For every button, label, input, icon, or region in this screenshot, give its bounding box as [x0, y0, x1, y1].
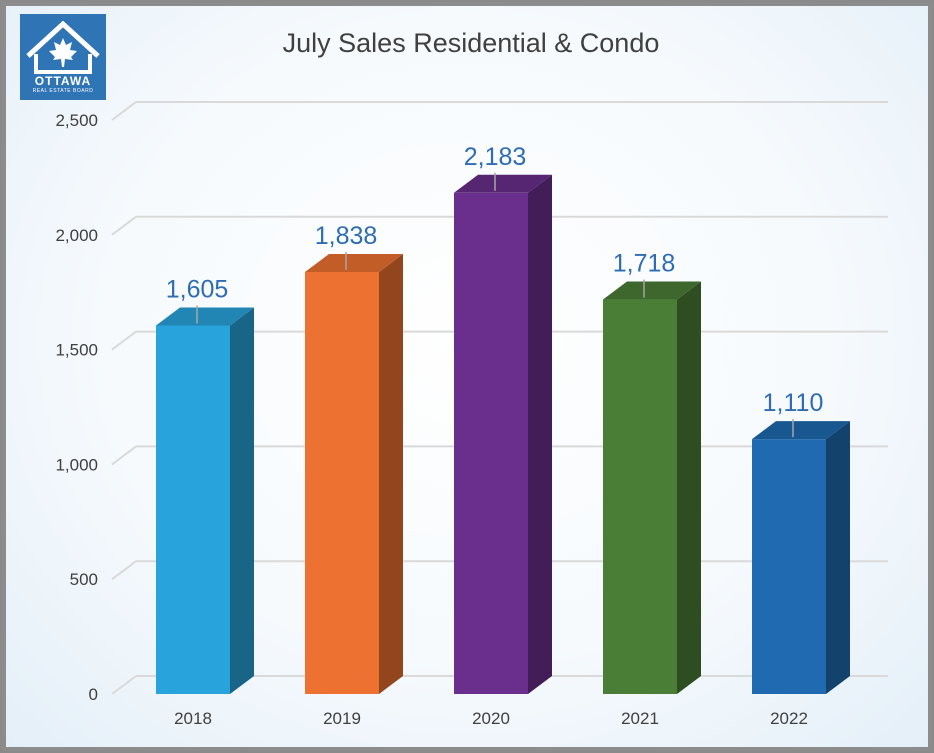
x-tick-label: 2022 [770, 709, 808, 728]
bar-side [677, 281, 701, 694]
x-axis: 2018 2019 2020 2021 2022 [174, 709, 808, 728]
chart-title: July Sales Residential & Condo [282, 28, 660, 58]
y-tick-label: 1,000 [55, 455, 98, 474]
bar-top [454, 174, 552, 193]
gridline-depth [111, 330, 137, 351]
data-label: 1,718 [613, 250, 676, 278]
bar-front [752, 439, 826, 694]
bar-side [379, 253, 403, 695]
bar-side [528, 174, 552, 694]
y-tick-label: 2,500 [55, 111, 98, 130]
logo-word: OTTAWA [34, 74, 92, 88]
gridline-depth [111, 216, 137, 236]
x-tick-label: 2018 [174, 709, 212, 728]
ottawa-real-estate-board-logo: OTTAWA REAL ESTATE BOARD [20, 14, 106, 100]
x-tick-label: 2019 [323, 709, 361, 728]
bar-2021: 1,718 [603, 250, 701, 694]
bar-2020: 2,183 [454, 143, 552, 694]
data-label: 1,838 [315, 222, 378, 250]
bar-front [305, 271, 379, 694]
y-tick-label: 2,000 [55, 226, 98, 245]
y-tick-label: 500 [70, 570, 98, 589]
gridline-depth [111, 560, 137, 581]
x-tick-label: 2021 [621, 709, 659, 728]
bar-front [603, 299, 677, 694]
bar-side [230, 307, 254, 694]
bar-2019: 1,838 [305, 222, 403, 695]
y-tick-label: 1,500 [55, 341, 98, 360]
bar-side [826, 421, 850, 694]
bar-front [156, 325, 230, 694]
gridline-depth [111, 445, 137, 466]
data-label: 2,183 [464, 143, 527, 171]
x-tick-label: 2020 [472, 709, 510, 728]
data-label: 1,110 [763, 389, 824, 417]
gridline-depth [111, 101, 137, 121]
y-axis: 0 500 1,000 1,500 2,000 2,500 [55, 111, 98, 704]
data-label: 1,605 [166, 275, 229, 303]
bar-top [603, 281, 701, 300]
y-tick-label: 0 [89, 685, 98, 704]
bars: 1,605 1,838 2,183 1,718 1,110 [156, 143, 850, 695]
bar-front [454, 192, 528, 694]
chart-plot: 0 500 1,000 1,500 2,000 2,500 1,605 1,838 2,183… [55, 101, 888, 728]
gridline-depth [111, 675, 137, 695]
bar-top [752, 421, 850, 440]
bar-top [305, 253, 403, 272]
house-maple-leaf-icon [26, 20, 100, 74]
bar-top [156, 307, 254, 326]
bar-2018: 1,605 [156, 275, 254, 694]
logo-subtitle: REAL ESTATE BOARD [32, 88, 94, 94]
bar-2022: 1,110 [752, 389, 850, 694]
